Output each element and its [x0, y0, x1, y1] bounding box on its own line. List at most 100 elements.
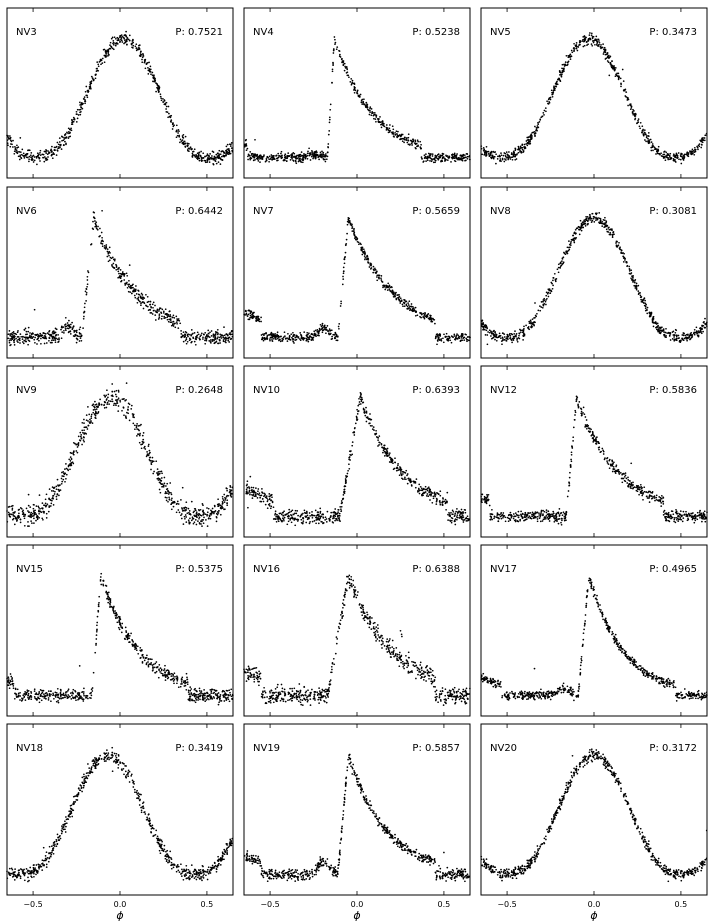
data-point: [461, 334, 463, 337]
data-point: [39, 154, 42, 156]
data-point: [42, 153, 45, 156]
data-point: [296, 157, 299, 160]
data-point: [45, 152, 48, 154]
data-point: [170, 114, 172, 117]
data-point: [84, 290, 87, 293]
data-point: [136, 435, 138, 437]
data-point: [281, 156, 283, 159]
data-point: [22, 154, 24, 157]
data-point: [370, 108, 373, 110]
data-point: [290, 156, 293, 159]
data-point: [614, 75, 617, 78]
data-point: [314, 151, 317, 154]
data-point: [226, 487, 228, 490]
data-point: [335, 48, 338, 51]
data-point: [652, 325, 655, 328]
data-point: [44, 333, 47, 335]
data-point: [299, 339, 302, 342]
data-point: [602, 43, 604, 45]
data-point: [523, 143, 526, 146]
data-point: [530, 138, 533, 140]
data-point: [388, 131, 391, 133]
data-point: [83, 440, 85, 443]
data-point: [86, 285, 88, 288]
data-point: [463, 156, 465, 159]
data-point: [124, 39, 126, 42]
data-point: [79, 337, 82, 339]
data-point: [129, 291, 132, 293]
data-point: [157, 318, 160, 320]
data-point: [211, 340, 214, 342]
data-point: [611, 60, 613, 62]
data-point: [18, 339, 21, 342]
data-point: [73, 335, 76, 338]
data-point: [616, 240, 618, 243]
data-point: [303, 331, 306, 333]
data-point: [532, 321, 534, 324]
data-point: [83, 426, 86, 429]
data-point: [501, 339, 504, 342]
data-point: [35, 333, 38, 336]
data-point: [155, 90, 157, 93]
data-point: [604, 53, 607, 56]
data-point: [141, 296, 144, 299]
data-point: [395, 298, 398, 301]
data-point: [596, 218, 599, 221]
data-point: [21, 338, 24, 340]
data-point: [118, 266, 120, 269]
data-point: [220, 150, 223, 153]
data-point: [632, 113, 635, 116]
data-point: [534, 134, 536, 137]
data-point: [13, 523, 16, 526]
data-point: [385, 129, 388, 131]
data-point: [497, 155, 499, 158]
data-point: [195, 511, 198, 514]
data-point: [161, 483, 164, 485]
data-point: [295, 155, 298, 158]
data-point: [177, 509, 180, 511]
data-point: [551, 91, 553, 94]
data-point: [90, 413, 93, 416]
data-point: [664, 156, 666, 159]
data-point: [17, 517, 20, 519]
data-point: [166, 316, 169, 319]
data-point: [403, 305, 406, 308]
data-point: [545, 291, 548, 294]
data-point: [115, 395, 118, 398]
data-point: [125, 40, 128, 43]
data-point: [214, 510, 217, 512]
data-point: [496, 158, 499, 160]
data-point: [165, 499, 168, 502]
data-point: [75, 341, 78, 344]
data-point: [206, 513, 208, 516]
data-point: [157, 89, 160, 92]
data-point: [148, 449, 151, 452]
data-point: [223, 493, 226, 496]
data-point: [311, 338, 314, 340]
data-point: [168, 115, 171, 118]
data-point: [226, 502, 228, 504]
data-point: [425, 160, 427, 162]
data-point: [556, 268, 559, 271]
data-point: [219, 504, 221, 507]
data-point: [152, 472, 155, 475]
data-point: [516, 340, 519, 343]
data-point: [173, 323, 176, 325]
data-point: [383, 285, 386, 288]
data-point: [607, 54, 610, 57]
data-point: [579, 228, 582, 230]
data-point: [610, 228, 613, 231]
data-point: [171, 497, 173, 500]
data-point: [178, 134, 181, 137]
data-point: [373, 117, 375, 120]
data-point: [165, 485, 167, 487]
data-point: [366, 258, 368, 261]
data-point: [363, 98, 365, 101]
data-point: [630, 277, 632, 280]
data-point: [565, 250, 568, 253]
data-point: [630, 269, 633, 272]
data-point: [689, 150, 691, 152]
data-point: [8, 138, 10, 140]
data-point: [96, 228, 99, 231]
data-point: [431, 153, 434, 155]
